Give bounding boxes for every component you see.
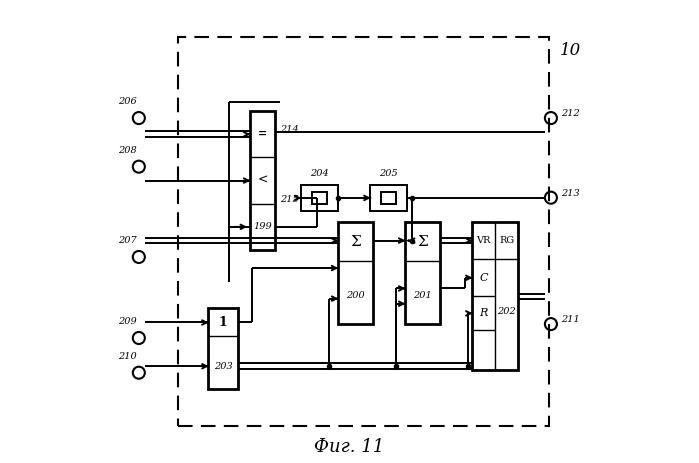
Text: 213: 213 bbox=[561, 188, 580, 198]
Text: 205: 205 bbox=[380, 169, 398, 178]
Text: 202: 202 bbox=[498, 307, 517, 316]
Text: 200: 200 bbox=[346, 291, 365, 300]
Bar bbox=[338, 222, 373, 324]
Text: Σ: Σ bbox=[350, 235, 361, 249]
Text: Σ: Σ bbox=[417, 235, 428, 249]
Text: 212: 212 bbox=[561, 109, 580, 118]
Text: R: R bbox=[480, 308, 488, 319]
Text: 10: 10 bbox=[560, 42, 582, 59]
Text: 201: 201 bbox=[413, 291, 432, 300]
Bar bbox=[312, 192, 327, 204]
Bar bbox=[208, 308, 238, 389]
Text: 215: 215 bbox=[280, 194, 298, 204]
Text: 203: 203 bbox=[214, 362, 233, 371]
Text: C: C bbox=[480, 273, 488, 283]
Bar bbox=[405, 222, 440, 324]
Text: Фиг. 11: Фиг. 11 bbox=[315, 438, 384, 456]
Text: 206: 206 bbox=[117, 98, 136, 106]
Text: <: < bbox=[257, 174, 268, 187]
Text: 204: 204 bbox=[310, 169, 329, 178]
Bar bbox=[250, 111, 275, 250]
Bar bbox=[178, 37, 549, 426]
Text: 209: 209 bbox=[117, 318, 136, 326]
Text: 210: 210 bbox=[117, 352, 136, 361]
Text: 211: 211 bbox=[561, 315, 580, 324]
Text: 207: 207 bbox=[117, 237, 136, 245]
Text: 199: 199 bbox=[253, 222, 272, 232]
Bar bbox=[382, 192, 396, 204]
Text: 208: 208 bbox=[117, 146, 136, 155]
Text: =: = bbox=[258, 129, 267, 140]
Bar bbox=[301, 185, 338, 211]
Text: RG: RG bbox=[499, 236, 514, 245]
Bar bbox=[473, 222, 519, 370]
Text: 214: 214 bbox=[280, 125, 298, 134]
Text: 1: 1 bbox=[219, 316, 228, 329]
Bar bbox=[370, 185, 408, 211]
Text: VR: VR bbox=[477, 236, 491, 245]
